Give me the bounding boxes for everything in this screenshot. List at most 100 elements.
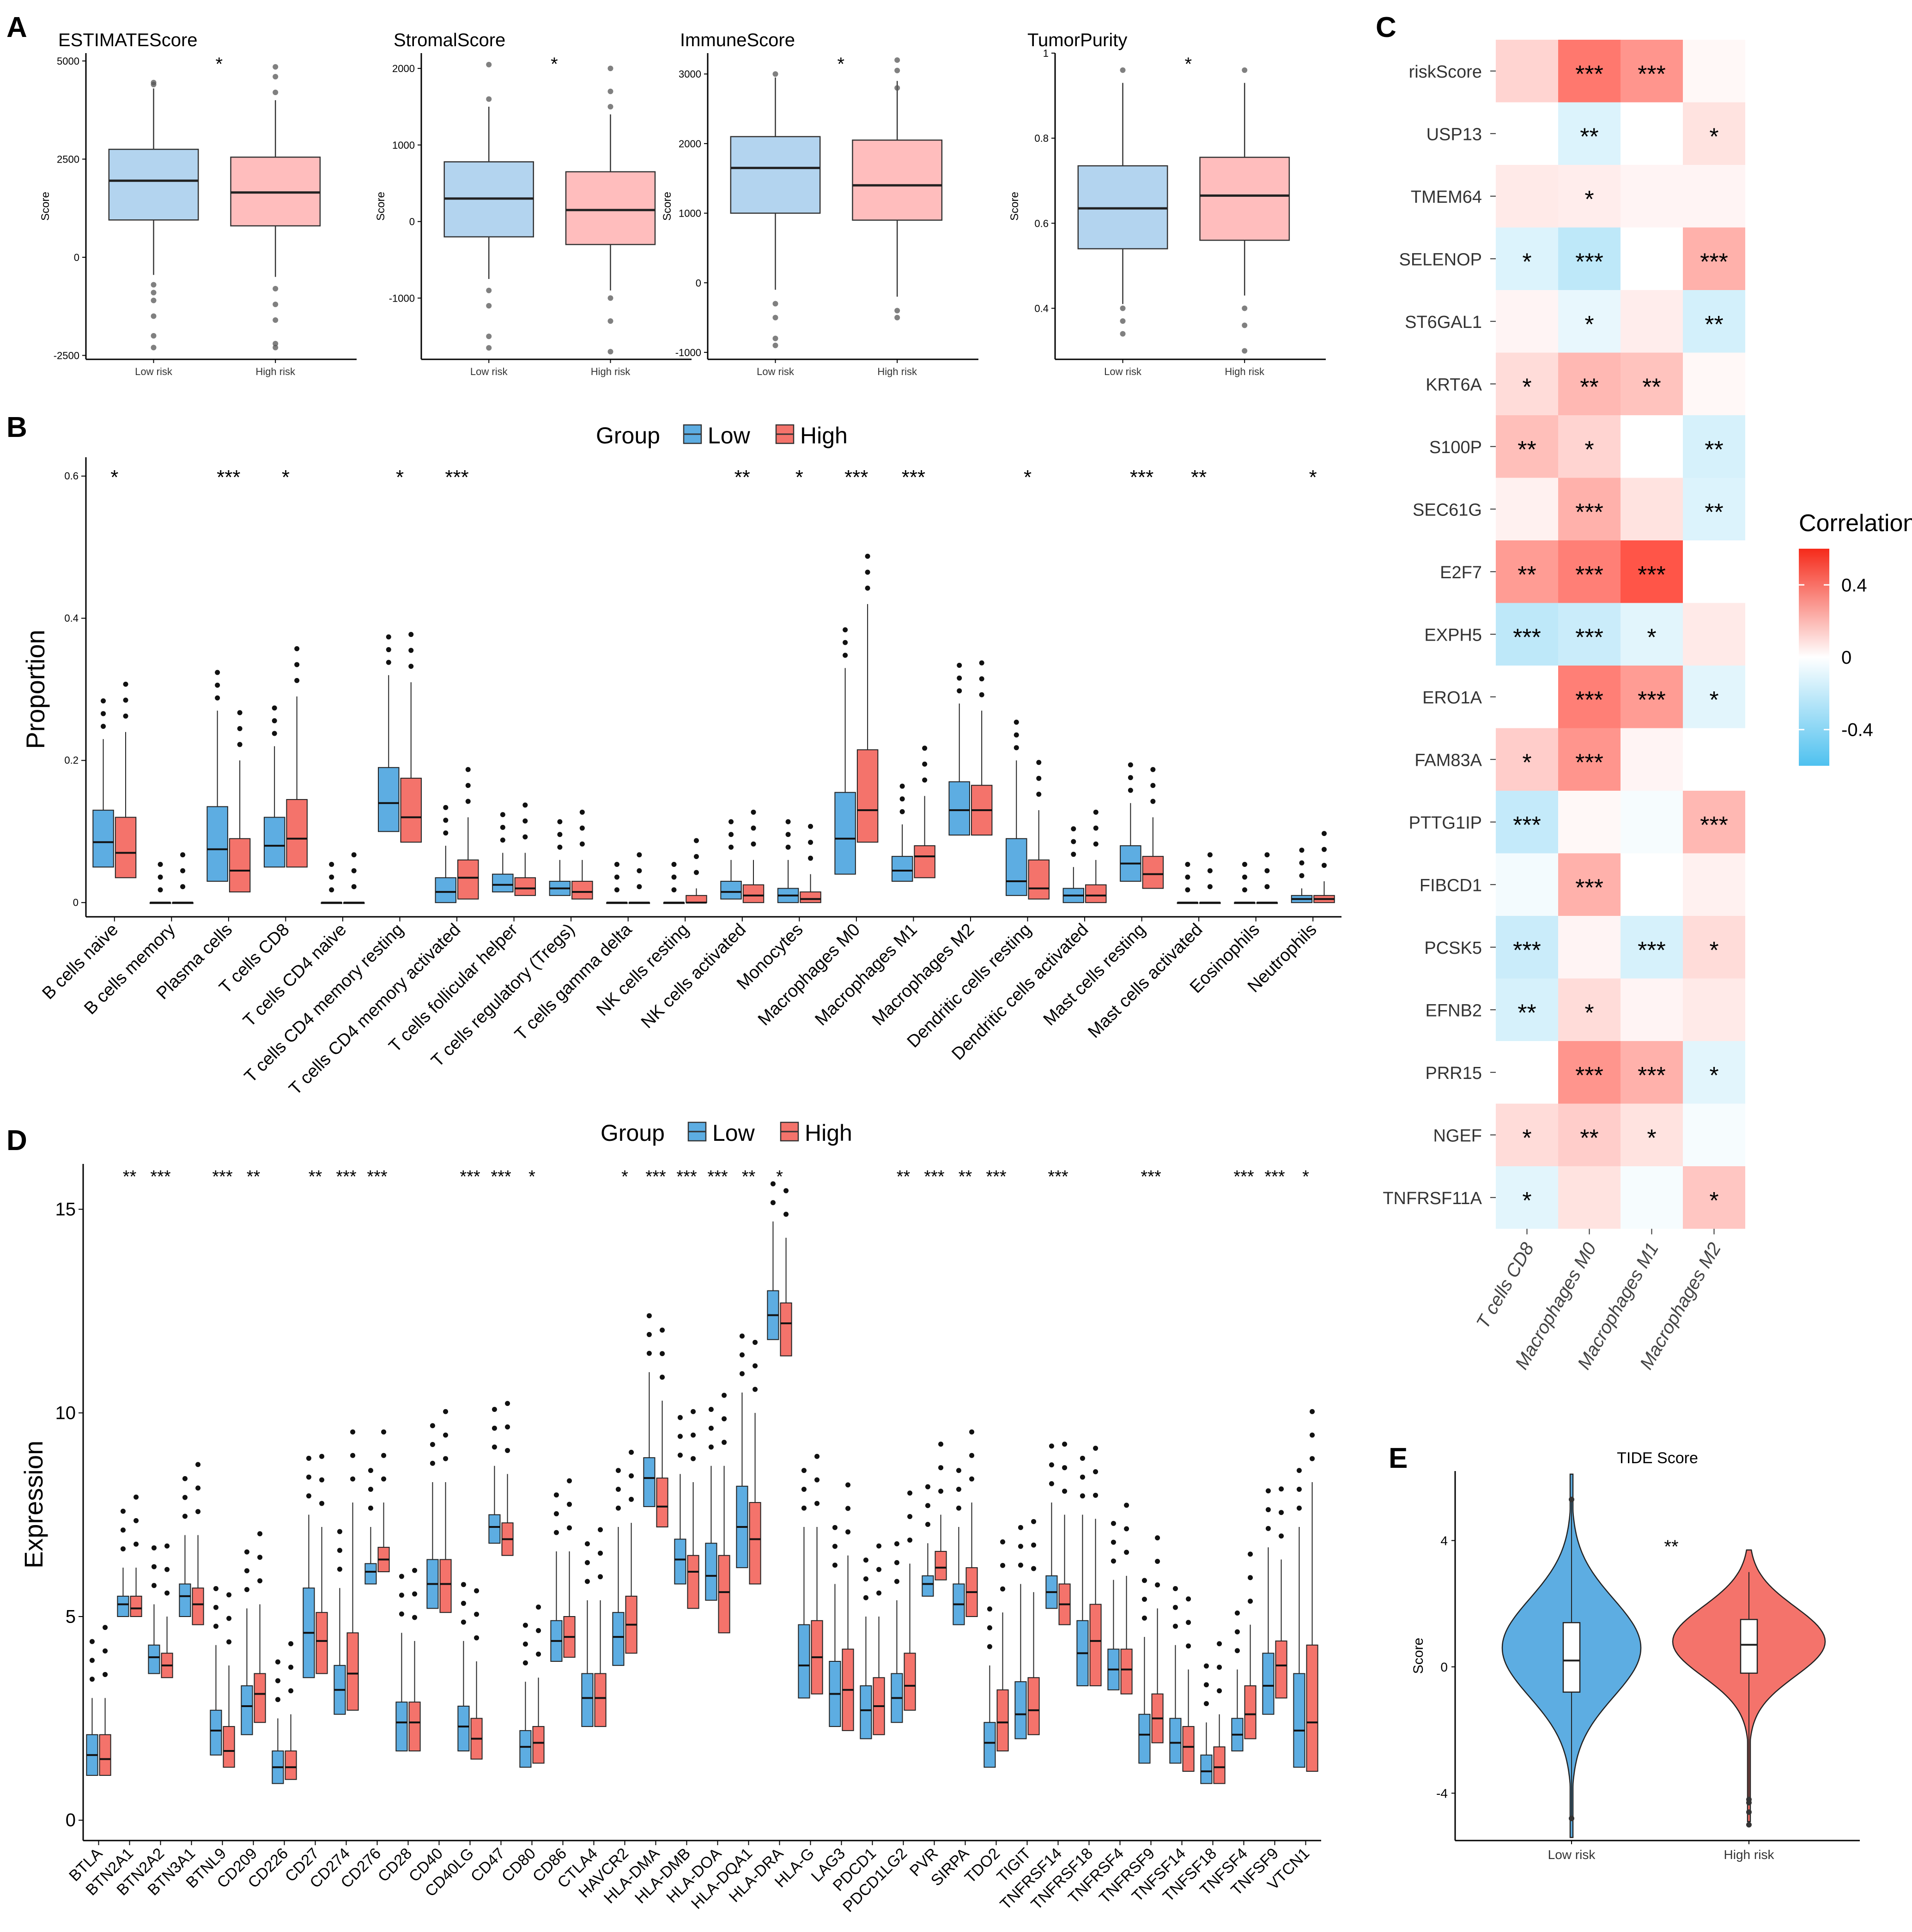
chart-box	[643, 1457, 656, 1507]
chart-box	[571, 881, 593, 900]
chart-outlier	[1279, 1533, 1284, 1539]
chart-outlier	[1049, 1443, 1054, 1449]
chart-significance: ***	[1264, 1167, 1285, 1187]
chart-outlier	[1014, 732, 1019, 738]
heatmap-cell	[1683, 227, 1745, 290]
heatmap-cell	[1621, 40, 1683, 103]
chart-box	[705, 1543, 717, 1601]
chart-box	[457, 1706, 470, 1751]
chart-box	[1244, 1685, 1256, 1739]
heatmap-cell	[1558, 540, 1621, 603]
chart-a-outlier	[273, 345, 279, 351]
heatmap-cell-stars: *	[1709, 687, 1718, 714]
chart-outlier	[500, 824, 505, 830]
chart-outlier	[1141, 1615, 1147, 1621]
chart-outlier	[1000, 1563, 1006, 1568]
chart-outlier	[1207, 868, 1213, 873]
chart-outlier	[660, 1375, 665, 1380]
chart-box	[983, 1722, 996, 1768]
chart-box	[687, 1555, 699, 1609]
chart-box	[99, 1734, 111, 1776]
chart-outlier	[1062, 1441, 1068, 1447]
chart-outlier	[728, 832, 734, 837]
chart-outlier	[1000, 1586, 1006, 1592]
heatmap-cell	[1621, 791, 1683, 854]
chart-outlier	[158, 874, 163, 880]
chart-y-tick-label: 0.6	[64, 470, 79, 482]
chart-significance: **	[734, 466, 750, 489]
chart-a-significance: *	[216, 54, 223, 74]
chart-outlier	[751, 841, 756, 847]
chart-outlier	[386, 647, 391, 653]
chart-a-x-tick-label: High risk	[877, 366, 917, 377]
chart-e-outlier	[1746, 1809, 1752, 1815]
chart-a-title: TumorPurity	[1027, 30, 1127, 50]
chart-a-outlier	[151, 345, 157, 351]
heatmap-cell	[1558, 352, 1621, 415]
chart-outlier	[522, 1641, 528, 1647]
chart-outlier	[598, 1574, 603, 1580]
chart-outlier	[1155, 1535, 1160, 1541]
chart-a-outlier	[772, 301, 778, 307]
chart-box	[860, 1685, 872, 1739]
heatmap-cell-stars: *	[1709, 937, 1718, 964]
chart-outlier	[579, 841, 585, 847]
chart-outlier	[1207, 884, 1213, 890]
heatmap-row-label: USP13	[1426, 125, 1482, 144]
chart-outlier	[557, 832, 563, 837]
chart-outlier	[865, 585, 870, 591]
chart-a-outlier	[273, 341, 279, 346]
chart-a-box	[1199, 157, 1290, 241]
chart-outlier	[1014, 745, 1019, 751]
chart-box	[904, 1653, 916, 1711]
chart-outlier	[412, 1568, 418, 1573]
chart-outlier	[1234, 1610, 1240, 1616]
chart-outlier	[350, 1476, 356, 1482]
chart-outlier	[195, 1485, 201, 1491]
chart-box	[492, 873, 514, 893]
chart-outlier	[865, 569, 870, 575]
heatmap-cell	[1621, 227, 1683, 290]
heatmap-cell	[1496, 666, 1558, 728]
chart-outlier	[1299, 873, 1305, 878]
chart-a-significance: *	[838, 54, 845, 74]
chart-a-significance: *	[551, 54, 558, 74]
chart-e-outlier	[1569, 1496, 1574, 1502]
heatmap-cell-stars: ***	[1575, 624, 1603, 651]
chart-a-outlier	[273, 302, 279, 307]
heatmap-cell-stars: ***	[1575, 687, 1603, 714]
chart-significance: *	[621, 1167, 628, 1187]
chart-outlier	[1111, 1558, 1116, 1564]
chart-outlier	[646, 1332, 652, 1337]
chart-outlier	[598, 1527, 603, 1532]
chart-outlier	[1172, 1623, 1178, 1629]
chart-outlier	[1128, 775, 1133, 781]
chart-box	[749, 1502, 761, 1585]
heatmap-cell	[1683, 916, 1745, 979]
heatmap-cell	[1558, 916, 1621, 979]
chart-significance: ***	[707, 1167, 728, 1187]
chart-significance: *	[110, 466, 118, 489]
chart-box	[192, 1587, 204, 1625]
chart-a-y-tick-label: 0.4	[1034, 303, 1049, 315]
chart-e-y-tick-label: 0	[1440, 1660, 1448, 1674]
chart-outlier	[845, 1506, 851, 1511]
chart-box	[1262, 1653, 1275, 1715]
chart-outlier	[151, 1564, 157, 1569]
chart-outlier	[213, 1623, 219, 1629]
chart-box	[285, 1750, 297, 1780]
heatmap-cell	[1621, 165, 1683, 228]
chart-outlier	[294, 662, 300, 667]
chart-outlier	[288, 1688, 294, 1694]
chart-outlier	[120, 1546, 126, 1551]
heatmap-cell	[1621, 666, 1683, 728]
heatmap-row-label: KRT6A	[1426, 375, 1482, 394]
heatmap-cell	[1683, 102, 1745, 165]
chart-outlier	[1299, 860, 1305, 866]
chart-outlier	[351, 884, 357, 890]
chart-significance: *	[1024, 466, 1032, 489]
chart-outlier	[1172, 1586, 1178, 1592]
heatmap-cell-stars: **	[1580, 374, 1598, 400]
chart-outlier	[288, 1665, 294, 1670]
chart-outlier	[693, 838, 699, 843]
